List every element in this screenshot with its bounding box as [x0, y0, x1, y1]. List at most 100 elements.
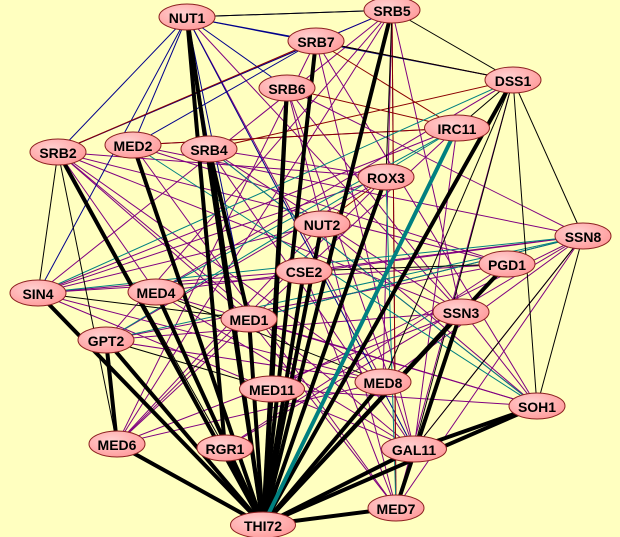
edge-red — [315, 40, 458, 129]
node-label: GAL11 — [392, 442, 437, 458]
node-label: ROX3 — [367, 170, 405, 186]
node-ellipse[interactable] — [367, 494, 425, 522]
node-ellipse[interactable] — [180, 135, 238, 163]
node-med8[interactable]: MED8 — [354, 368, 412, 396]
edge-black — [57, 151, 118, 445]
node-rgr1[interactable]: RGR1 — [196, 434, 254, 462]
edge-blue — [132, 40, 317, 146]
node-ellipse[interactable] — [29, 138, 87, 166]
edge-blue — [186, 16, 288, 89]
node-pgd1[interactable]: PGD1 — [478, 250, 536, 278]
edge-purple — [208, 148, 387, 178]
node-med11[interactable]: MED11 — [239, 375, 305, 403]
node-ellipse[interactable] — [127, 278, 185, 306]
node-label: MED7 — [377, 501, 416, 517]
node-ellipse[interactable] — [381, 435, 447, 463]
node-thi72[interactable]: THI72 — [230, 511, 296, 537]
node-srb2[interactable]: SRB2 — [29, 138, 87, 166]
node-ellipse[interactable] — [293, 210, 351, 238]
node-ellipse[interactable] — [258, 74, 316, 102]
node-ellipse[interactable] — [196, 434, 254, 462]
edge-purple — [271, 388, 538, 407]
edge-thick — [131, 144, 265, 526]
node-ellipse[interactable] — [287, 27, 345, 55]
node-ssn8[interactable]: SSN8 — [554, 222, 612, 250]
node-layer: NUT1 SRB5 SRB7 DSS1 SRB6 IRC11 SRB2 MED2 SRB4 ROX… — [9, 0, 612, 537]
node-nut1[interactable]: NUT1 — [158, 3, 216, 31]
node-ellipse[interactable] — [239, 375, 305, 403]
node-ellipse[interactable] — [363, 0, 421, 24]
node-nut2[interactable]: NUT2 — [293, 210, 351, 238]
node-ellipse[interactable] — [9, 279, 67, 307]
node-srb4[interactable]: SRB4 — [180, 135, 238, 163]
edge-purple — [208, 148, 415, 450]
node-sin4[interactable]: SIN4 — [9, 279, 67, 307]
node-ellipse[interactable] — [357, 163, 415, 191]
edge-black — [536, 235, 584, 407]
node-ssn3[interactable]: SSN3 — [432, 298, 490, 326]
edge-thick — [185, 16, 227, 449]
edge-thick — [262, 404, 538, 527]
edge-black — [315, 40, 514, 81]
node-ellipse[interactable] — [220, 305, 278, 333]
edge-purple — [155, 291, 415, 450]
node-gpt2[interactable]: GPT2 — [77, 326, 135, 354]
node-rox3[interactable]: ROX3 — [357, 163, 415, 191]
edge-black — [382, 79, 514, 383]
node-label: MED2 — [114, 138, 153, 154]
node-srb6[interactable]: SRB6 — [258, 74, 316, 102]
node-ellipse[interactable] — [424, 114, 490, 142]
edge-purple — [391, 9, 462, 313]
edge-purple — [186, 16, 384, 383]
node-ellipse[interactable] — [158, 3, 216, 31]
node-label: SIN4 — [22, 286, 53, 302]
node-label: MED6 — [98, 437, 137, 453]
node-ellipse[interactable] — [354, 368, 412, 396]
node-label: SRB5 — [373, 3, 411, 19]
node-med2[interactable]: MED2 — [104, 131, 162, 159]
node-med4[interactable]: MED4 — [127, 278, 185, 306]
node-label: RGR1 — [206, 441, 245, 457]
edge-thick — [207, 148, 251, 320]
node-label: CSE2 — [286, 264, 323, 280]
node-med7[interactable]: MED7 — [367, 494, 425, 522]
node-cse2[interactable]: CSE2 — [275, 257, 333, 285]
node-label: SSN3 — [443, 305, 480, 321]
node-med6[interactable]: MED6 — [88, 430, 146, 458]
node-ellipse[interactable] — [275, 257, 333, 285]
edge-purple — [105, 176, 387, 341]
node-med1[interactable]: MED1 — [220, 305, 278, 333]
edge-purple — [395, 235, 584, 509]
node-dss1[interactable]: DSS1 — [484, 66, 542, 94]
edge-purple — [303, 270, 397, 509]
edge-purple — [37, 292, 384, 383]
node-ellipse[interactable] — [554, 222, 612, 250]
node-ellipse[interactable] — [478, 250, 536, 278]
node-ellipse[interactable] — [88, 430, 146, 458]
edge-black — [512, 79, 538, 407]
edge-black — [385, 9, 393, 178]
node-ellipse[interactable] — [484, 66, 542, 94]
node-label: SOH1 — [518, 399, 556, 415]
node-ellipse[interactable] — [508, 392, 566, 420]
node-ellipse[interactable] — [230, 511, 296, 537]
node-ellipse[interactable] — [104, 131, 162, 159]
edge-purple — [37, 292, 415, 450]
node-srb7[interactable]: SRB7 — [287, 27, 345, 55]
node-gal11[interactable]: GAL11 — [381, 435, 447, 463]
node-label: MED8 — [364, 375, 403, 391]
edge-thick — [261, 388, 274, 526]
edge-purple — [37, 223, 323, 294]
edge-purple — [116, 40, 317, 445]
node-ellipse[interactable] — [77, 326, 135, 354]
edge-purple — [286, 87, 584, 237]
node-irc11[interactable]: IRC11 — [424, 114, 490, 142]
edge-black — [391, 9, 514, 81]
edge-blue — [132, 16, 188, 146]
node-ellipse[interactable] — [432, 298, 490, 326]
node-srb5[interactable]: SRB5 — [363, 0, 421, 24]
edge-black — [413, 235, 584, 450]
node-soh1[interactable]: SOH1 — [508, 392, 566, 420]
edge-thick — [261, 176, 388, 526]
